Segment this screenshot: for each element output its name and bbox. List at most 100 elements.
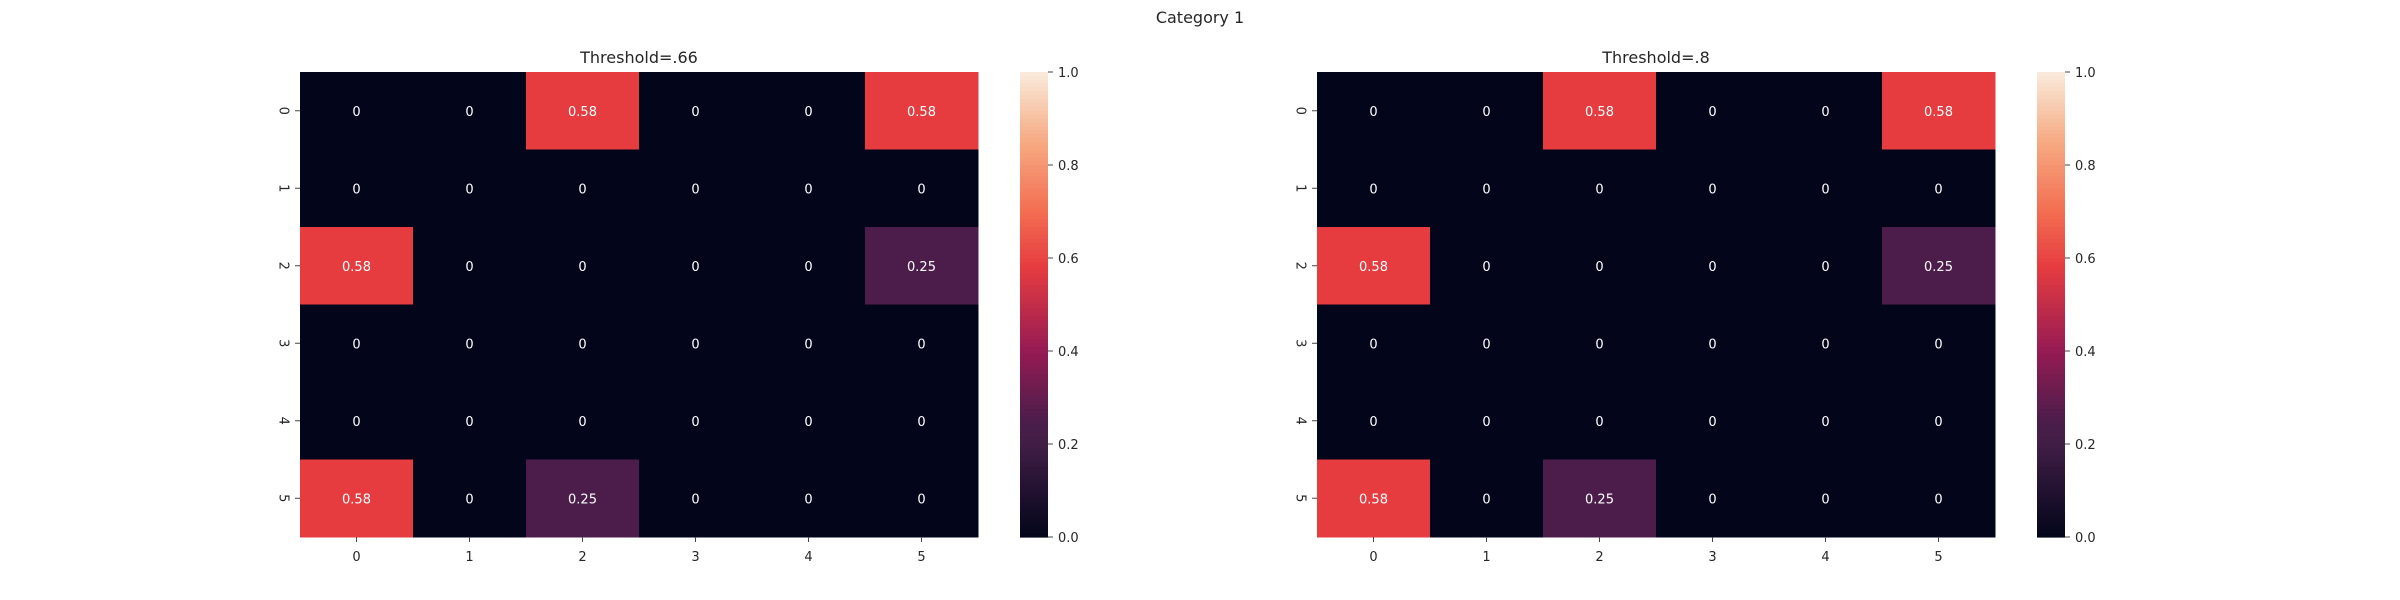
colorbar-gradient-segment <box>1020 401 1048 406</box>
colorbar-gradient-segment <box>2037 269 2065 275</box>
heatmap-cell-r3-c1 <box>1430 304 1544 383</box>
colorbar-gradient-segment <box>2037 327 2065 333</box>
heatmap-cell-r2-c5 <box>865 227 979 305</box>
colorbar-gradient-segment <box>2037 176 2065 182</box>
colorbar-gradient-segment <box>1020 149 1048 154</box>
heatmap-cell-r1-c3 <box>639 149 753 228</box>
cell-value-label: 0 <box>1369 182 1377 197</box>
colorbar-gradient-segment <box>1020 79 1048 85</box>
colorbar-gradient-segment <box>2037 339 2065 344</box>
cell-value-label: 0 <box>917 337 925 352</box>
colorbar-gradient-segment <box>1020 335 1048 340</box>
colorbar-gradient-segment <box>1020 416 1048 422</box>
colorbar-gradient-segment <box>1020 95 1048 100</box>
cell-value-label: 0 <box>1482 492 1490 507</box>
colorbar-gradient-segment <box>1020 366 1048 371</box>
colorbar-gradient-segment <box>2037 490 2065 495</box>
heatmap-cell-r1-c0 <box>1317 149 1431 228</box>
heatmap-cell-r2-c2 <box>526 227 640 305</box>
colorbar-gradient-segment <box>1020 199 1048 205</box>
colorbar-tick-label: 0.0 <box>1058 531 1079 546</box>
colorbar-gradient-segment <box>1020 269 1048 275</box>
colorbar-gradient-segment <box>2037 145 2065 151</box>
cell-value-label: 0 <box>1482 415 1490 430</box>
colorbar-gradient-segment <box>2037 382 2065 387</box>
colorbar-gradient-segment <box>1020 153 1048 158</box>
heatmap-cell-r5-c0 <box>1317 459 1431 538</box>
colorbar-gradient-segment <box>2037 451 2065 457</box>
colorbar-gradient-segment <box>2037 281 2065 286</box>
colorbar-gradient-segment <box>1020 502 1048 507</box>
colorbar-gradient-segment <box>2037 296 2065 302</box>
colorbar-gradient-segment <box>1020 331 1048 337</box>
colorbar-gradient-segment <box>1020 130 1048 135</box>
cell-value-label: 0 <box>1821 415 1829 430</box>
cell-value-label: 0 <box>804 182 812 197</box>
colorbar-gradient-segment <box>1020 486 1048 492</box>
colorbar-gradient-segment <box>1020 141 1048 147</box>
colorbar-gradient-segment <box>1020 122 1048 127</box>
colorbar-gradient-segment <box>2037 401 2065 406</box>
heatmap-cell-r1-c3 <box>1656 149 1770 228</box>
x-tick-label: 1 <box>1482 550 1490 565</box>
colorbar-gradient-segment <box>2037 87 2065 92</box>
y-tick-label: 3 <box>276 339 291 347</box>
cell-value-label: 0.58 <box>342 492 371 507</box>
colorbar-gradient-segment <box>1020 459 1048 464</box>
y-tick-label: 4 <box>1293 417 1308 425</box>
colorbar-gradient-segment <box>1020 413 1048 418</box>
colorbar-gradient-segment <box>1020 285 1048 290</box>
colorbar-gradient-segment <box>2037 374 2065 379</box>
colorbar-gradient-segment <box>2037 153 2065 158</box>
colorbar-gradient-segment <box>1020 157 1048 162</box>
colorbar-tick-label: 1.0 <box>1058 66 1079 81</box>
colorbar-gradient-segment <box>2037 358 2065 364</box>
colorbar-gradient-segment <box>2037 343 2065 348</box>
colorbar-gradient-segment <box>1020 277 1048 282</box>
colorbar-gradient-segment <box>2037 184 2065 189</box>
colorbar-gradient-segment <box>2037 521 2065 526</box>
colorbar-gradient-segment <box>2037 122 2065 127</box>
colorbar-gradient-segment <box>1020 165 1048 170</box>
colorbar-gradient-segment <box>2037 246 2065 251</box>
colorbar-gradient-segment <box>1020 405 1048 410</box>
colorbar-gradient-segment <box>2037 393 2065 399</box>
colorbar-tick-label: 0.6 <box>1058 252 1079 267</box>
heatmap-cell-r5-c4 <box>1769 459 1883 538</box>
heatmap-cell-r2-c1 <box>413 227 527 305</box>
colorbar-gradient-segment <box>2037 320 2065 325</box>
heatmap-cell-r2-c1 <box>1430 227 1544 305</box>
colorbar-gradient-segment <box>2037 254 2065 259</box>
heatmap-cell-r4-c4 <box>1769 382 1883 460</box>
x-tick-label: 0 <box>1369 550 1377 565</box>
colorbar-gradient-segment <box>1020 258 1048 263</box>
colorbar-gradient-segment <box>1020 327 1048 333</box>
heatmap-cell-r1-c2 <box>526 149 640 228</box>
y-tick-label: 2 <box>276 262 291 270</box>
colorbar-gradient-segment <box>1020 176 1048 182</box>
colorbar-gradient-segment <box>1020 444 1048 449</box>
colorbar-gradient-segment <box>2037 478 2065 484</box>
colorbar-gradient-segment <box>2037 413 2065 418</box>
colorbar-gradient-segment <box>1020 323 1048 329</box>
colorbar-gradient-segment <box>1020 525 1048 530</box>
heatmap-cell-r2-c0 <box>300 227 414 305</box>
cell-value-label: 0 <box>465 492 473 507</box>
cell-value-label: 0 <box>1369 415 1377 430</box>
cell-value-label: 0 <box>1821 337 1829 352</box>
colorbar-gradient-segment <box>1020 529 1048 534</box>
colorbar-tick-label: 0.6 <box>2075 252 2096 267</box>
colorbar-gradient-segment <box>1020 246 1048 251</box>
heatmap-cell-r3-c4 <box>752 304 866 383</box>
cell-value-label: 0.58 <box>342 260 371 275</box>
colorbar-gradient-segment <box>2037 106 2065 112</box>
colorbar-gradient-segment <box>2037 83 2065 89</box>
colorbar-gradient-segment <box>2037 397 2065 402</box>
colorbar-gradient-segment <box>1020 424 1048 430</box>
heatmap-cell-r1-c4 <box>1769 149 1883 228</box>
cell-value-label: 0.58 <box>568 105 597 120</box>
colorbar-gradient-segment <box>2037 509 2065 515</box>
colorbar-tick-label: 0.8 <box>2075 159 2096 174</box>
y-tick-label: 0 <box>1293 107 1308 115</box>
